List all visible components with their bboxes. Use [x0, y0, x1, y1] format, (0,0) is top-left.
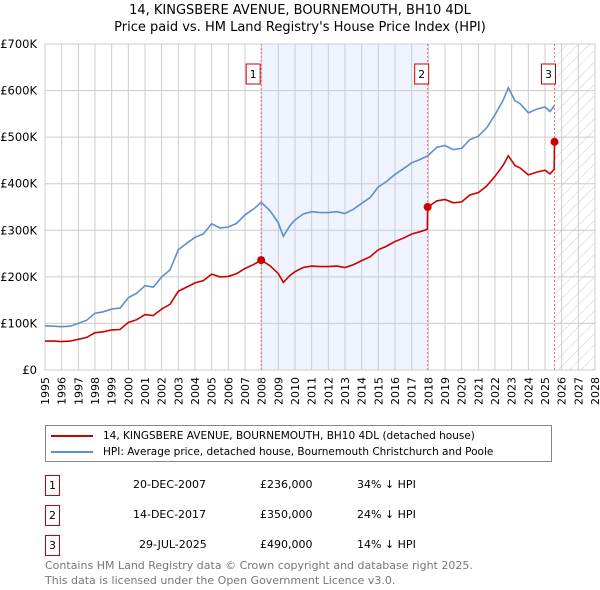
x-tick-label: 2020 [456, 377, 469, 405]
red-line-swatch [51, 435, 93, 437]
sale-price: £350,000 [260, 508, 313, 521]
sale-point [257, 256, 266, 265]
x-tick-label: 2019 [439, 377, 452, 405]
y-tick-label: £200K [0, 270, 37, 284]
x-tick-label: 2002 [156, 377, 169, 405]
x-tick-label: 2001 [139, 377, 152, 405]
x-tick-label: 2014 [356, 377, 369, 405]
sale-price: £490,000 [260, 538, 313, 551]
x-tick-label: 1997 [72, 377, 85, 405]
sale-label-number: 2 [418, 68, 425, 81]
sale-date: 29-JUL-2025 [139, 538, 207, 551]
sale-hpi-diff: 34% ↓ HPI [357, 478, 416, 491]
sale-price: £236,000 [260, 478, 313, 491]
footer-copyright: Contains HM Land Registry data © Crown c… [45, 559, 473, 572]
x-tick-label: 2015 [372, 377, 385, 405]
legend-item-hpi: HPI: Average price, detached house, Bour… [46, 444, 493, 460]
y-tick-label: £300K [0, 223, 37, 237]
x-tick-label: 2009 [272, 377, 285, 405]
blue-line-swatch [51, 451, 93, 453]
x-tick-label: 1998 [89, 377, 102, 405]
y-tick-label: £500K [0, 130, 37, 144]
sale-row-1: 1 20-DEC-2007 £236,000 34% ↓ HPI [45, 475, 445, 496]
legend-label: 14, KINGSBERE AVENUE, BOURNEMOUTH, BH10 … [103, 430, 475, 442]
sale-number-badge: 3 [45, 535, 60, 556]
hpi-line [44, 85, 556, 328]
x-tick-label: 2004 [189, 377, 202, 405]
x-tick-label: 2027 [572, 377, 585, 405]
shaded-ownership-period [261, 44, 428, 370]
sale-number-badge: 1 [45, 475, 60, 496]
x-tick-label: 2016 [389, 377, 402, 405]
plot-frame [44, 43, 596, 371]
y-tick-label: £0 [22, 363, 37, 377]
x-tick-label: 2000 [122, 377, 135, 405]
y-tick-label: £100K [0, 316, 37, 330]
x-tick-label: 1996 [56, 377, 69, 405]
footer-licence: This data is licensed under the Open Gov… [45, 574, 396, 587]
x-tick-label: 2011 [306, 377, 319, 405]
x-tick-label: 2008 [256, 377, 269, 405]
sale-row-3: 3 29-JUL-2025 £490,000 14% ↓ HPI [45, 535, 445, 556]
legend-item-property: 14, KINGSBERE AVENUE, BOURNEMOUTH, BH10 … [46, 428, 475, 444]
legend-label: HPI: Average price, detached house, Bour… [103, 446, 494, 458]
sale-label-number: 3 [545, 68, 552, 81]
x-tick-label: 1995 [39, 377, 52, 405]
sale-row-2: 2 14-DEC-2017 £350,000 24% ↓ HPI [45, 505, 445, 526]
x-tick-label: 2006 [222, 377, 235, 405]
y-tick-label: £600K [0, 84, 37, 98]
x-tick-label: 2021 [472, 377, 485, 405]
x-tick-label: 1999 [106, 377, 119, 405]
x-tick-label: 2012 [322, 377, 335, 405]
y-tick-label: £700K [0, 37, 37, 51]
sale-point [423, 203, 432, 211]
x-tick-label: 2007 [239, 377, 252, 405]
sale-label-number: 1 [250, 68, 257, 81]
sale-label-box [245, 63, 261, 85]
sale-hpi-diff: 24% ↓ HPI [357, 508, 416, 521]
sale-point [550, 137, 559, 146]
sale-label-box [414, 63, 430, 85]
x-tick-label: 2028 [589, 377, 600, 405]
x-tick-label: 2005 [206, 377, 219, 405]
chart-subtitle: Price paid vs. HM Land Registry's House … [114, 20, 486, 35]
x-tick-label: 2025 [539, 377, 552, 405]
x-tick-label: 2026 [556, 377, 569, 405]
x-tick-label: 2003 [172, 377, 185, 405]
x-tick-label: 2017 [406, 377, 419, 405]
x-tick-label: 2018 [422, 377, 435, 405]
future-hatched-region [554, 44, 595, 370]
sale-date: 20-DEC-2007 [133, 478, 207, 491]
price-chart: 1995 1996 1997 1998 1999 2000 2001 2002 2003 2004… [0, 37, 600, 405]
price-paid-line [45, 141, 556, 343]
sale-date: 14-DEC-2017 [133, 508, 207, 521]
sale-hpi-diff: 14% ↓ HPI [357, 538, 416, 551]
y-tick-label: £400K [0, 177, 37, 191]
chart-legend: 14, KINGSBERE AVENUE, BOURNEMOUTH, BH10 … [45, 425, 552, 462]
chart-title: 14, KINGSBERE AVENUE, BOURNEMOUTH, BH10 … [129, 3, 471, 18]
sale-label-box [541, 63, 556, 85]
x-tick-label: 2010 [289, 377, 302, 405]
x-tick-label: 2024 [522, 377, 535, 405]
sale-number-badge: 2 [45, 505, 60, 526]
x-tick-label: 2023 [506, 377, 519, 405]
x-tick-label: 2022 [489, 377, 502, 405]
x-tick-label: 2013 [339, 377, 352, 405]
